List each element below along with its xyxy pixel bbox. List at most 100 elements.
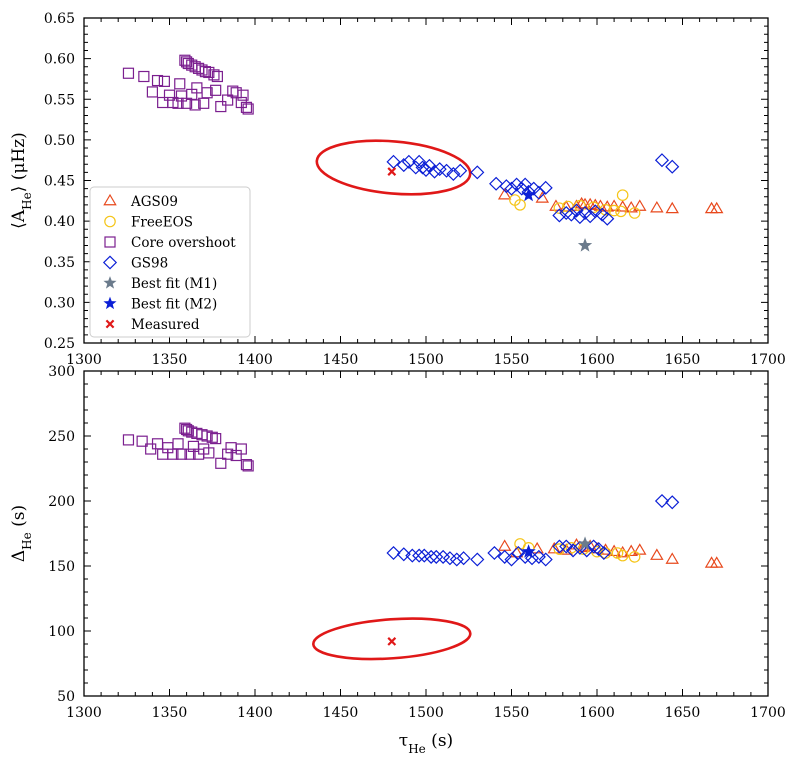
bottom-panel: 1300 1350 1400 1450 1500 1550 1600 1650 1700 50 10… [9, 364, 786, 756]
legend-entry-ags09: AGS09 [103, 193, 178, 210]
x-tick-label: 1600 [579, 352, 615, 368]
data-point [577, 536, 593, 550]
series-measured [387, 167, 397, 176]
y-tick-label: 0.60 [44, 52, 75, 68]
series-best-fit-m2 [521, 544, 536, 558]
data-point [151, 74, 164, 87]
data-point [418, 162, 434, 177]
data-point [633, 199, 647, 211]
data-point [521, 544, 536, 558]
data-point [511, 545, 526, 561]
data-point [158, 75, 170, 87]
data-point [136, 435, 148, 447]
data-point [222, 448, 234, 460]
legend-marker-measured [105, 319, 115, 329]
data-point [401, 154, 416, 169]
y-tick-label: 200 [48, 494, 75, 510]
data-point [470, 552, 485, 567]
data-point [196, 64, 208, 76]
y-tick-label: 0.50 [44, 133, 75, 149]
series-core-overshoot [122, 54, 254, 115]
x-tick-label: 1500 [408, 705, 444, 721]
data-point [596, 545, 611, 561]
data-point [179, 422, 191, 434]
data-point [504, 181, 519, 196]
data-point [487, 545, 502, 561]
series-measured [387, 637, 397, 646]
x-tick-label: 1650 [665, 352, 701, 368]
data-point [122, 67, 135, 79]
legend-marker-freeeos [104, 215, 116, 228]
data-point [387, 167, 397, 176]
data-point [650, 548, 664, 560]
data-point [572, 210, 587, 225]
y-tick-label: 0.45 [44, 174, 75, 190]
data-point [412, 548, 427, 563]
series-gs98 [386, 153, 680, 226]
data-point [396, 158, 411, 173]
data-point [538, 180, 553, 195]
data-point [577, 238, 593, 252]
data-point [607, 199, 621, 211]
confidence-ellipse [312, 617, 472, 661]
data-point [615, 205, 627, 218]
data-point [531, 549, 546, 564]
data-point [489, 176, 504, 191]
data-point [242, 460, 254, 472]
data-point [608, 204, 620, 217]
data-point [235, 443, 247, 455]
top-panel: 1300 1350 1400 1450 1500 1550 1600 1650 1700 0.25… [9, 11, 786, 368]
x-tick-label: 1400 [237, 352, 273, 368]
data-point [628, 551, 641, 563]
data-point [146, 86, 158, 98]
data-point [564, 207, 579, 222]
legend-label: AGS09 [130, 194, 178, 210]
x-tick-label: 1550 [494, 705, 530, 721]
x-tick-label: 1500 [408, 352, 444, 368]
data-point [595, 207, 610, 222]
data-point [497, 187, 512, 200]
data-point [616, 549, 629, 562]
data-point [665, 495, 680, 510]
data-point [210, 433, 222, 445]
data-point [587, 201, 600, 214]
data-point [237, 89, 249, 101]
y-tick-label: 0.30 [44, 295, 75, 311]
data-point [424, 549, 439, 564]
data-point [654, 153, 670, 168]
legend-box [89, 186, 251, 338]
legend-label: Measured [131, 317, 200, 333]
x-axis-title: τHe (s) [399, 731, 453, 756]
x-tick-label: 1400 [237, 705, 273, 721]
x-tick-label: 1650 [665, 705, 701, 721]
data-point [524, 551, 540, 566]
y-tick-label: 0.40 [44, 214, 75, 230]
data-point [240, 101, 253, 113]
legend: AGS09 FreeEOS Core overshoot GS98 Best fit (… [89, 186, 251, 338]
data-point [163, 89, 176, 101]
series-best-fit-m2 [521, 187, 536, 202]
legend-marker-ags09 [103, 193, 117, 206]
series-freeeos [509, 189, 641, 219]
data-point [456, 551, 471, 566]
data-point [616, 189, 629, 201]
legend-entry-best-fit-m1: Best fit (M1) [103, 276, 217, 292]
data-point [470, 165, 485, 180]
data-point [429, 549, 444, 564]
data-point [600, 211, 615, 226]
data-point [415, 160, 430, 175]
data-point [521, 187, 536, 202]
x-tick-label: 1300 [66, 352, 102, 368]
data-point [654, 493, 670, 509]
data-point [122, 434, 135, 446]
y-tick-label: 150 [48, 559, 75, 575]
data-point [607, 544, 621, 557]
data-point [184, 448, 196, 460]
x-tick-label: 1300 [66, 705, 102, 721]
data-point [538, 552, 553, 567]
data-point [211, 70, 223, 83]
x-tick-label: 1350 [152, 352, 188, 368]
data-point [206, 431, 218, 443]
series-core-overshoot [122, 422, 254, 472]
y-tick-label: 0.65 [44, 11, 75, 27]
